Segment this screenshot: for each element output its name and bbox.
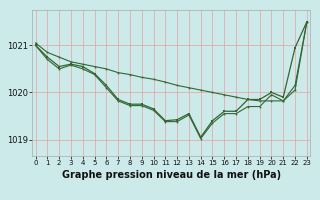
X-axis label: Graphe pression niveau de la mer (hPa): Graphe pression niveau de la mer (hPa) [62, 170, 281, 180]
